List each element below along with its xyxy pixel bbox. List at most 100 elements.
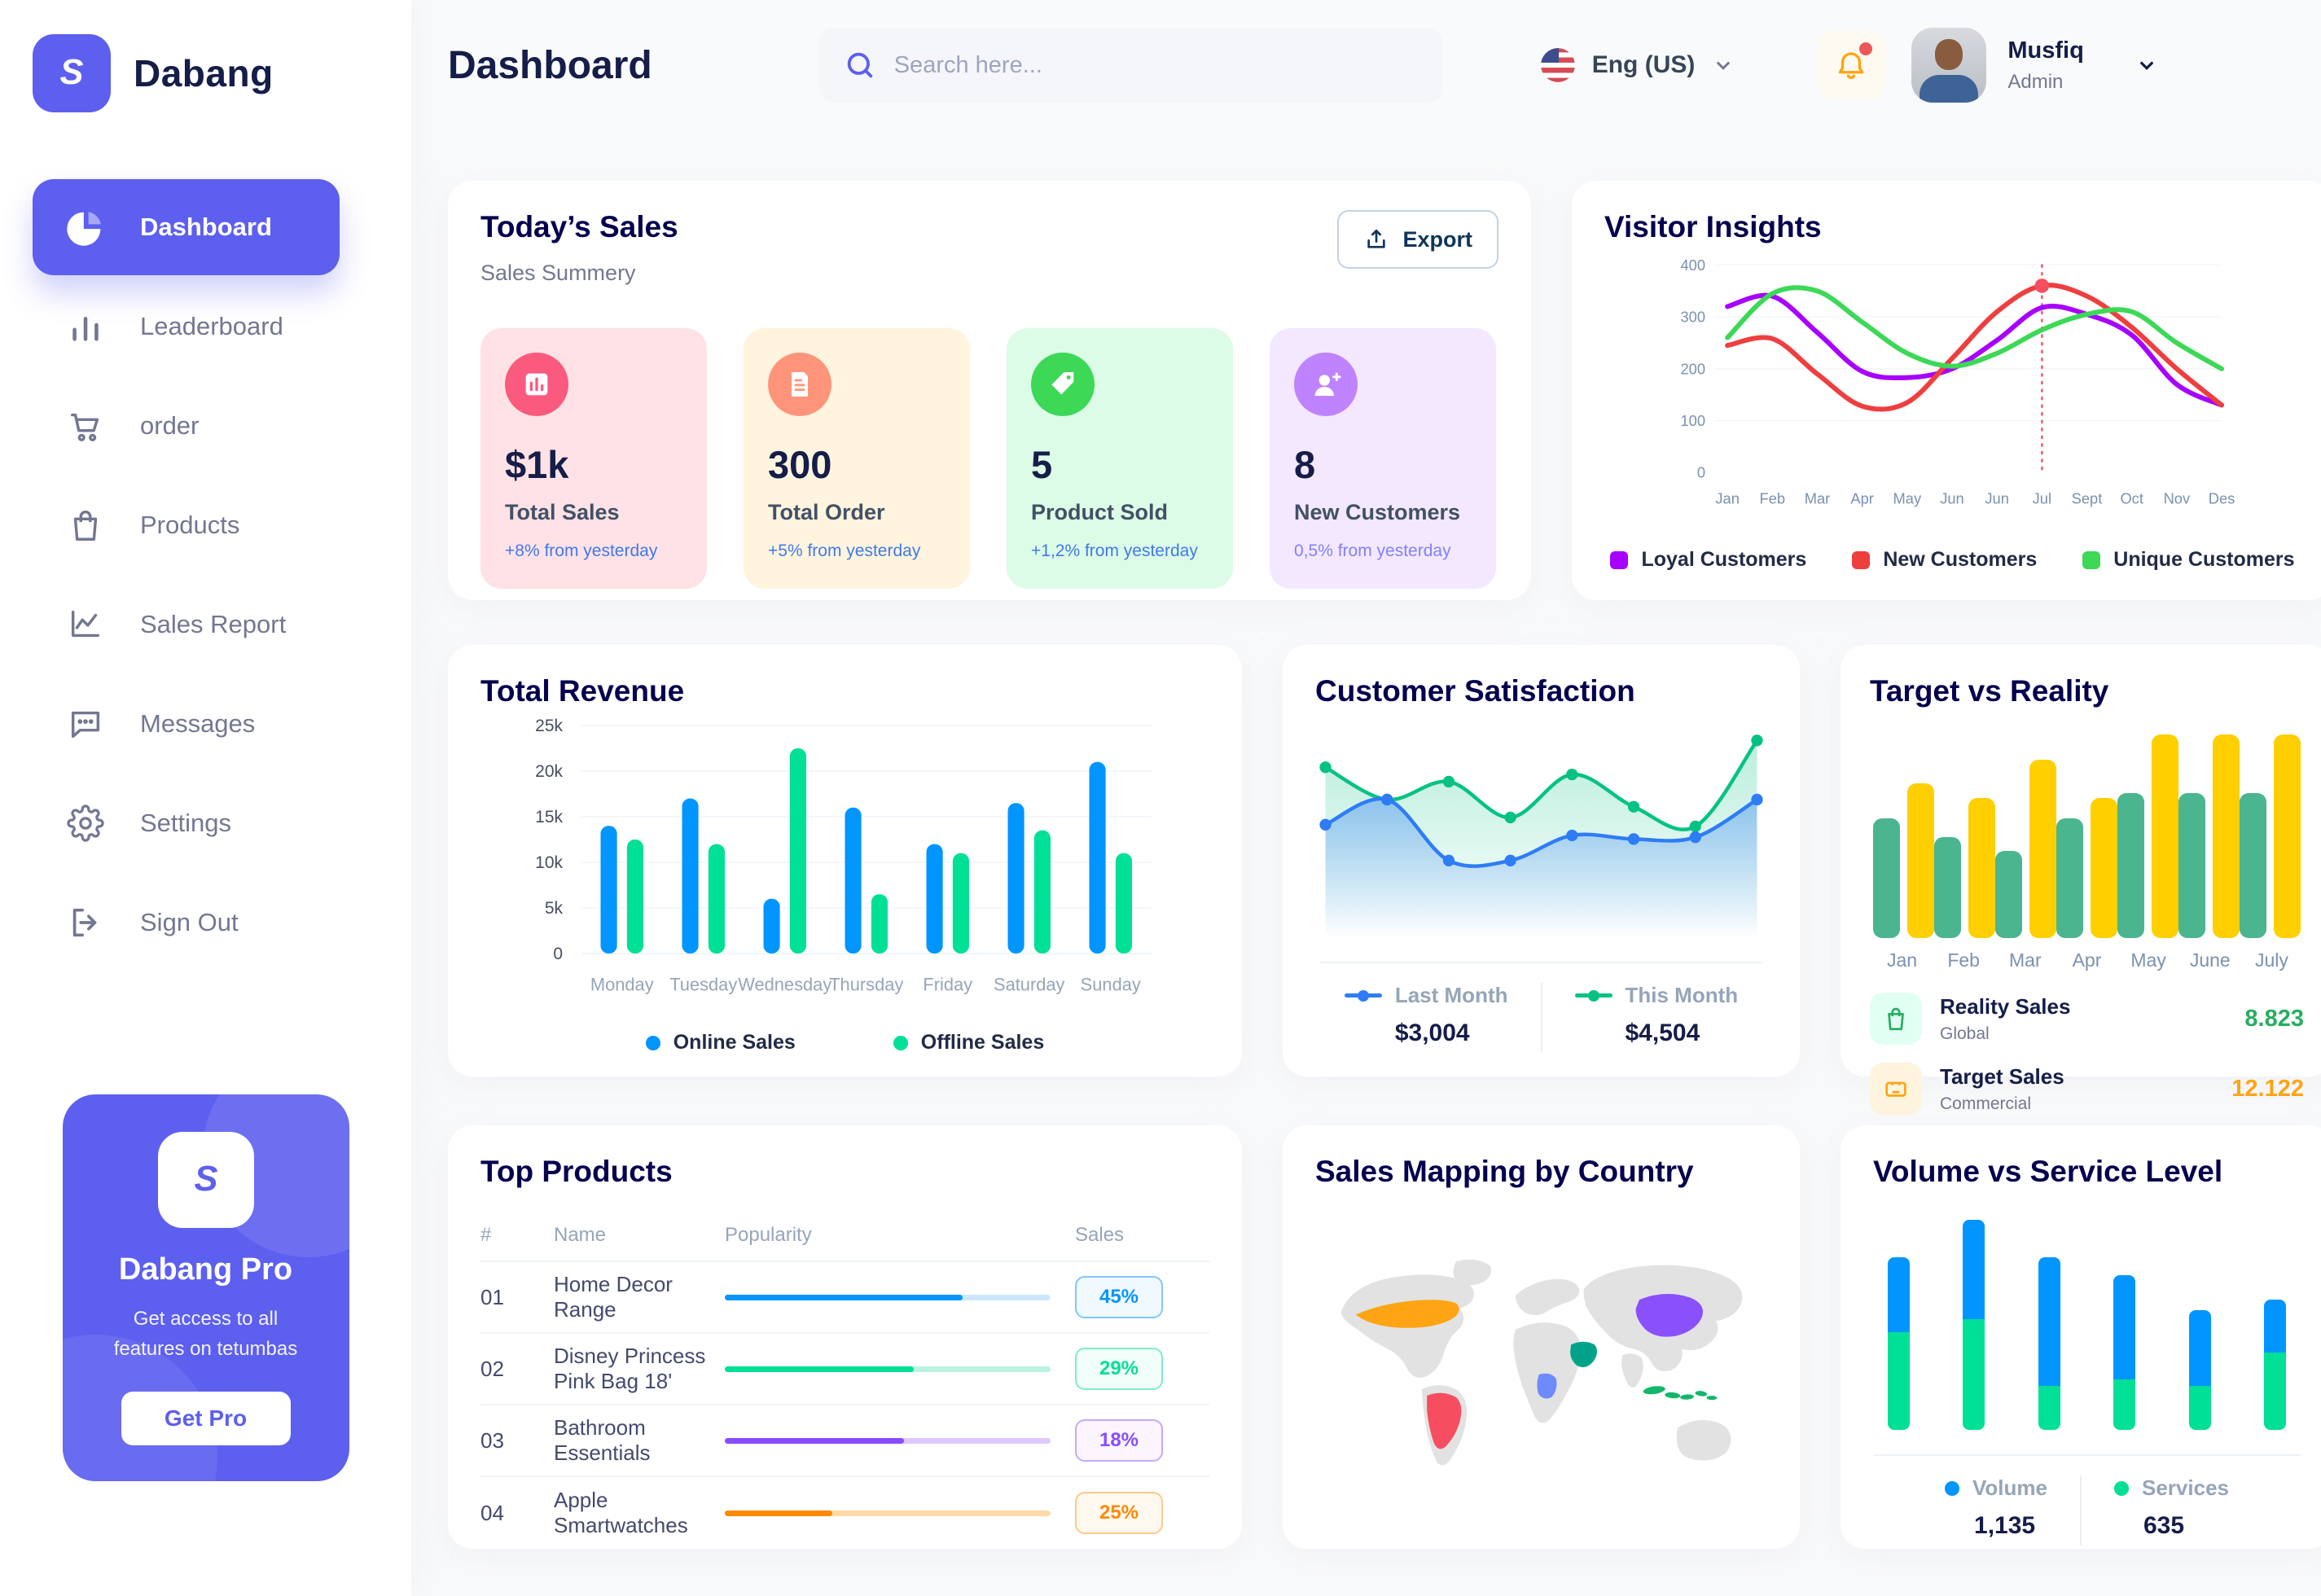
stat-card-new-customers: 8 New Customers 0,5% from yesterday [1270, 328, 1496, 589]
country-dr-congo [1537, 1373, 1557, 1399]
stat-label: Total Sales [505, 500, 620, 524]
avatar[interactable] [1911, 28, 1987, 103]
svg-text:Feb: Feb [1760, 490, 1786, 507]
stat-delta: +8% from yesterday [505, 542, 658, 560]
signout-icon [67, 904, 104, 941]
popularity-cell [725, 1510, 1075, 1516]
notifications-button[interactable] [1817, 31, 1886, 99]
divider [1540, 983, 1542, 1053]
product-name: Disney Princess Pink Bag 18' [554, 1344, 706, 1393]
legend-swatch [1610, 550, 1629, 569]
popularity-track [725, 1510, 1051, 1516]
svg-text:300: 300 [1681, 309, 1706, 326]
target-sales-value: 12.122 [2231, 1075, 2304, 1102]
last-month-value: $3,004 [1394, 1019, 1470, 1046]
stat-value: 8 [1294, 443, 1316, 486]
sidebar-item-order[interactable]: order [33, 378, 340, 474]
search-input[interactable] [893, 51, 1418, 79]
popularity-track [725, 1294, 1051, 1300]
bell-icon [1839, 52, 1864, 80]
table-row: 04 Apple Smartwatches 25% [480, 1477, 1209, 1549]
table-header: # Name Popularity Sales [480, 1210, 1209, 1262]
svg-text:Saturday: Saturday [994, 975, 1065, 995]
svg-text:Sunday: Sunday [1081, 975, 1141, 995]
brand-logo: S Dabang [33, 34, 411, 112]
bar-chart-icon [67, 308, 104, 345]
legend-swatch [1852, 550, 1871, 569]
notification-badge [1859, 42, 1873, 55]
svg-text:Wednesday: Wednesday [738, 975, 831, 995]
svg-text:May: May [1893, 490, 1922, 507]
target-sales-legend-row: Target Sales Commercial 12.122 [1870, 1063, 2304, 1115]
sidebar-item-label: Dashboard [140, 213, 272, 241]
sales-cell: 45% [1075, 1276, 1209, 1318]
gear-icon [67, 805, 104, 842]
popularity-fill [725, 1437, 904, 1444]
svg-text:200: 200 [1681, 360, 1706, 377]
divider [1320, 962, 1762, 963]
stacked-bar [1888, 1257, 1910, 1430]
services-value: 635 [2143, 1512, 2185, 1539]
volume-segment [2188, 1310, 2211, 1386]
volume-segment [2113, 1275, 2136, 1379]
get-pro-button[interactable]: Get Pro [121, 1392, 291, 1446]
stacked-bar [2263, 1300, 2286, 1430]
sidebar-item-messages[interactable]: Messages [33, 676, 340, 772]
sales-badge: 29% [1075, 1348, 1163, 1390]
sidebar-item-sales-report[interactable]: Sales Report [33, 577, 340, 673]
volume-segment [2038, 1257, 2060, 1386]
bag-icon [67, 506, 104, 544]
target-sales-bar [2274, 734, 2301, 938]
ticket-icon [1870, 1063, 1922, 1115]
user-menu-chevron-icon[interactable] [2135, 53, 2159, 77]
customer-satisfaction-chart [1315, 708, 1767, 957]
popularity-fill [725, 1294, 963, 1300]
brand-logo-icon: S [33, 34, 111, 112]
language-selector[interactable]: Eng (US) [1540, 47, 1736, 83]
sidebar-item-dashboard[interactable]: Dashboard [33, 179, 340, 275]
volume-legend-icon [1945, 1480, 1960, 1496]
sidebar-item-leaderboard[interactable]: Leaderboard [33, 278, 340, 375]
bar-group-june [2178, 734, 2240, 938]
country-united-states [1355, 1300, 1459, 1328]
svg-text:Jul: Jul [2033, 490, 2051, 507]
pro-upsell-card: S Dabang Pro Get access to all features … [62, 1094, 349, 1482]
product-rank: 04 [480, 1500, 504, 1525]
top-products-card: Top Products # Name Popularity Sales 01 H… [448, 1125, 1242, 1549]
svg-text:Tuesday: Tuesday [669, 975, 737, 995]
pro-logo-icon: S [157, 1132, 254, 1228]
stat-card-product-sold: 5 Product Sold +1,2% from yesterday [1007, 328, 1233, 589]
sidebar-item-label: Sign Out [140, 908, 239, 936]
target-vs-reality-axis: Jan Feb Mar Apr May June July [1886, 949, 2288, 971]
visitor-insights-legend: Loyal Customers New Customers Unique Custo… [1604, 548, 2301, 572]
reality-sales-bar [2178, 793, 2205, 938]
country-indonesia [1706, 1396, 1718, 1401]
sales-cell: 18% [1075, 1419, 1209, 1462]
sales-badge: 45% [1075, 1276, 1163, 1318]
svg-text:Jan: Jan [1715, 490, 1740, 507]
sidebar-item-settings[interactable]: Settings [33, 775, 340, 871]
export-button[interactable]: Export [1337, 210, 1498, 269]
sidebar-item-label: Products [140, 511, 240, 539]
legend-online-sales: Online Sales [645, 1031, 796, 1054]
stat-tag-icon [1031, 353, 1095, 416]
volume-vs-service-legend: Volume 1,135 Services 635 [1873, 1475, 2301, 1546]
target-sales-bar [1968, 798, 1995, 938]
sidebar-item-products[interactable]: Products [33, 477, 340, 573]
svg-text:Mar: Mar [1805, 490, 1831, 507]
cart-icon [67, 407, 104, 445]
services-segment [2038, 1385, 2060, 1430]
svg-text:0: 0 [1697, 464, 1705, 481]
sidebar: S Dabang Dashboard Leaderboard order Produc… [0, 0, 411, 1596]
stat-value: 300 [768, 443, 832, 486]
sidebar-item-sign-out[interactable]: Sign Out [33, 875, 340, 971]
stat-chart-icon [505, 353, 568, 416]
last-month-legend-icon [1344, 989, 1382, 1002]
stat-delta: 0,5% from yesterday [1294, 542, 1451, 560]
stacked-bar [2038, 1257, 2060, 1430]
sales-badge: 18% [1075, 1419, 1163, 1462]
popularity-cell [725, 1366, 1075, 1372]
target-vs-reality-chart [1870, 733, 2304, 938]
sidebar-item-label: order [140, 411, 200, 440]
bar-group-apr [2056, 798, 2117, 938]
